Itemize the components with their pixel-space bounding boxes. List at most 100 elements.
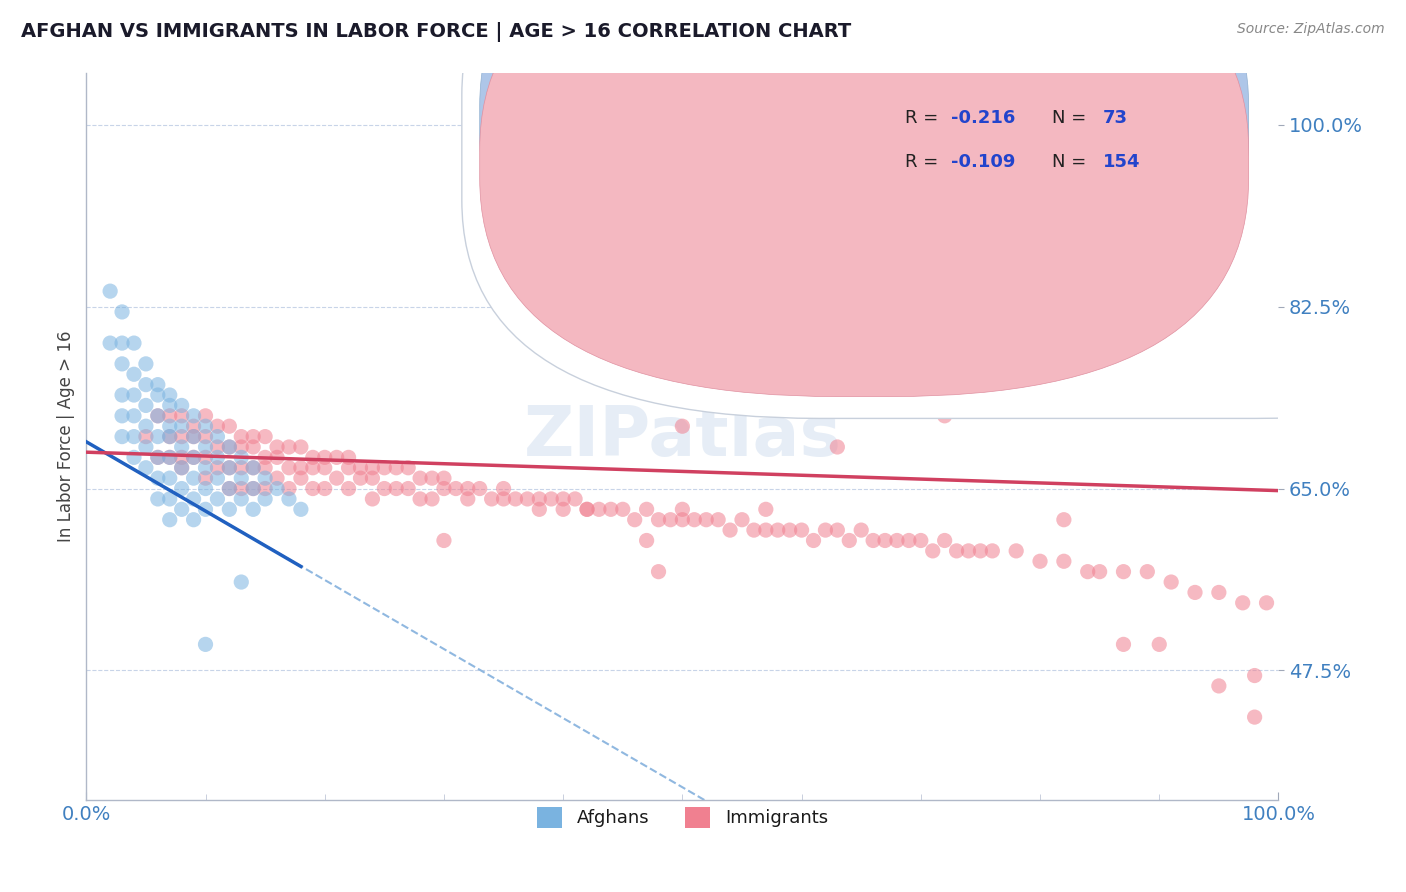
Point (957, 544, 980, 558)
Point (207, 471, 229, 485)
Point (194, 637, 217, 651)
Point (553, 491, 575, 506)
Point (122, 336, 145, 351)
Point (814, 523, 837, 537)
Point (266, 482, 288, 496)
Point (910, 357, 932, 371)
Point (111, 357, 134, 371)
Point (290, 460, 312, 475)
Point (349, 471, 371, 485)
Point (278, 440, 301, 454)
Point (314, 482, 336, 496)
Point (146, 388, 169, 402)
FancyBboxPatch shape (479, 0, 1249, 353)
Point (290, 471, 312, 485)
Point (886, 533, 908, 548)
Point (183, 409, 205, 423)
Point (838, 533, 860, 548)
Point (194, 482, 217, 496)
Point (170, 419, 193, 434)
Point (242, 440, 264, 454)
Point (1208, 585, 1230, 599)
Point (207, 429, 229, 443)
Point (231, 450, 253, 465)
Point (1112, 565, 1135, 579)
Point (159, 429, 181, 443)
Point (1160, 575, 1182, 590)
Point (242, 460, 264, 475)
Text: N =: N = (1052, 109, 1092, 127)
Point (266, 471, 288, 485)
Point (599, 502, 621, 516)
Point (981, 544, 1004, 558)
Point (851, 346, 873, 360)
Point (671, 502, 693, 516)
Point (516, 491, 538, 506)
Point (135, 440, 157, 454)
Point (218, 440, 240, 454)
Point (159, 409, 181, 423)
Point (766, 523, 789, 537)
Text: R =: R = (905, 109, 945, 127)
Y-axis label: In Labor Force | Age > 16: In Labor Force | Age > 16 (58, 331, 75, 542)
Point (159, 450, 181, 465)
Point (278, 491, 301, 506)
Point (278, 482, 301, 496)
Point (122, 409, 145, 423)
Point (218, 482, 240, 496)
Point (361, 471, 384, 485)
Point (433, 533, 456, 548)
Point (373, 460, 395, 475)
Point (218, 440, 240, 454)
FancyBboxPatch shape (461, 0, 1406, 418)
Text: -0.216: -0.216 (950, 109, 1015, 127)
Point (529, 491, 551, 506)
Point (231, 491, 253, 506)
Point (218, 460, 240, 475)
Point (242, 482, 264, 496)
Point (183, 491, 205, 506)
Point (170, 450, 193, 465)
Point (396, 460, 419, 475)
Point (218, 502, 240, 516)
Point (111, 305, 134, 319)
Point (529, 502, 551, 516)
Point (111, 409, 134, 423)
Point (170, 440, 193, 454)
Point (146, 491, 169, 506)
Legend: Afghans, Immigrants: Afghans, Immigrants (530, 799, 835, 835)
Point (242, 482, 264, 496)
Point (457, 482, 479, 496)
Point (420, 471, 443, 485)
Point (337, 482, 360, 496)
Point (170, 399, 193, 413)
Point (254, 482, 277, 496)
Text: 154: 154 (1104, 153, 1140, 170)
Point (207, 491, 229, 506)
Point (254, 450, 277, 465)
Point (468, 482, 491, 496)
Point (349, 460, 371, 475)
Point (242, 429, 264, 443)
Point (183, 429, 205, 443)
Point (218, 460, 240, 475)
Point (111, 429, 134, 443)
Point (1232, 596, 1254, 610)
Point (170, 429, 193, 443)
Point (242, 460, 264, 475)
Point (396, 482, 419, 496)
Point (492, 482, 515, 496)
Point (575, 502, 598, 516)
Point (254, 491, 277, 506)
Point (278, 460, 301, 475)
Point (122, 368, 145, 382)
Point (969, 544, 991, 558)
Point (1077, 565, 1099, 579)
Point (98, 284, 121, 298)
Point (636, 502, 658, 516)
Point (159, 399, 181, 413)
Point (159, 419, 181, 434)
Point (301, 482, 323, 496)
Point (934, 409, 956, 423)
Point (910, 533, 932, 548)
